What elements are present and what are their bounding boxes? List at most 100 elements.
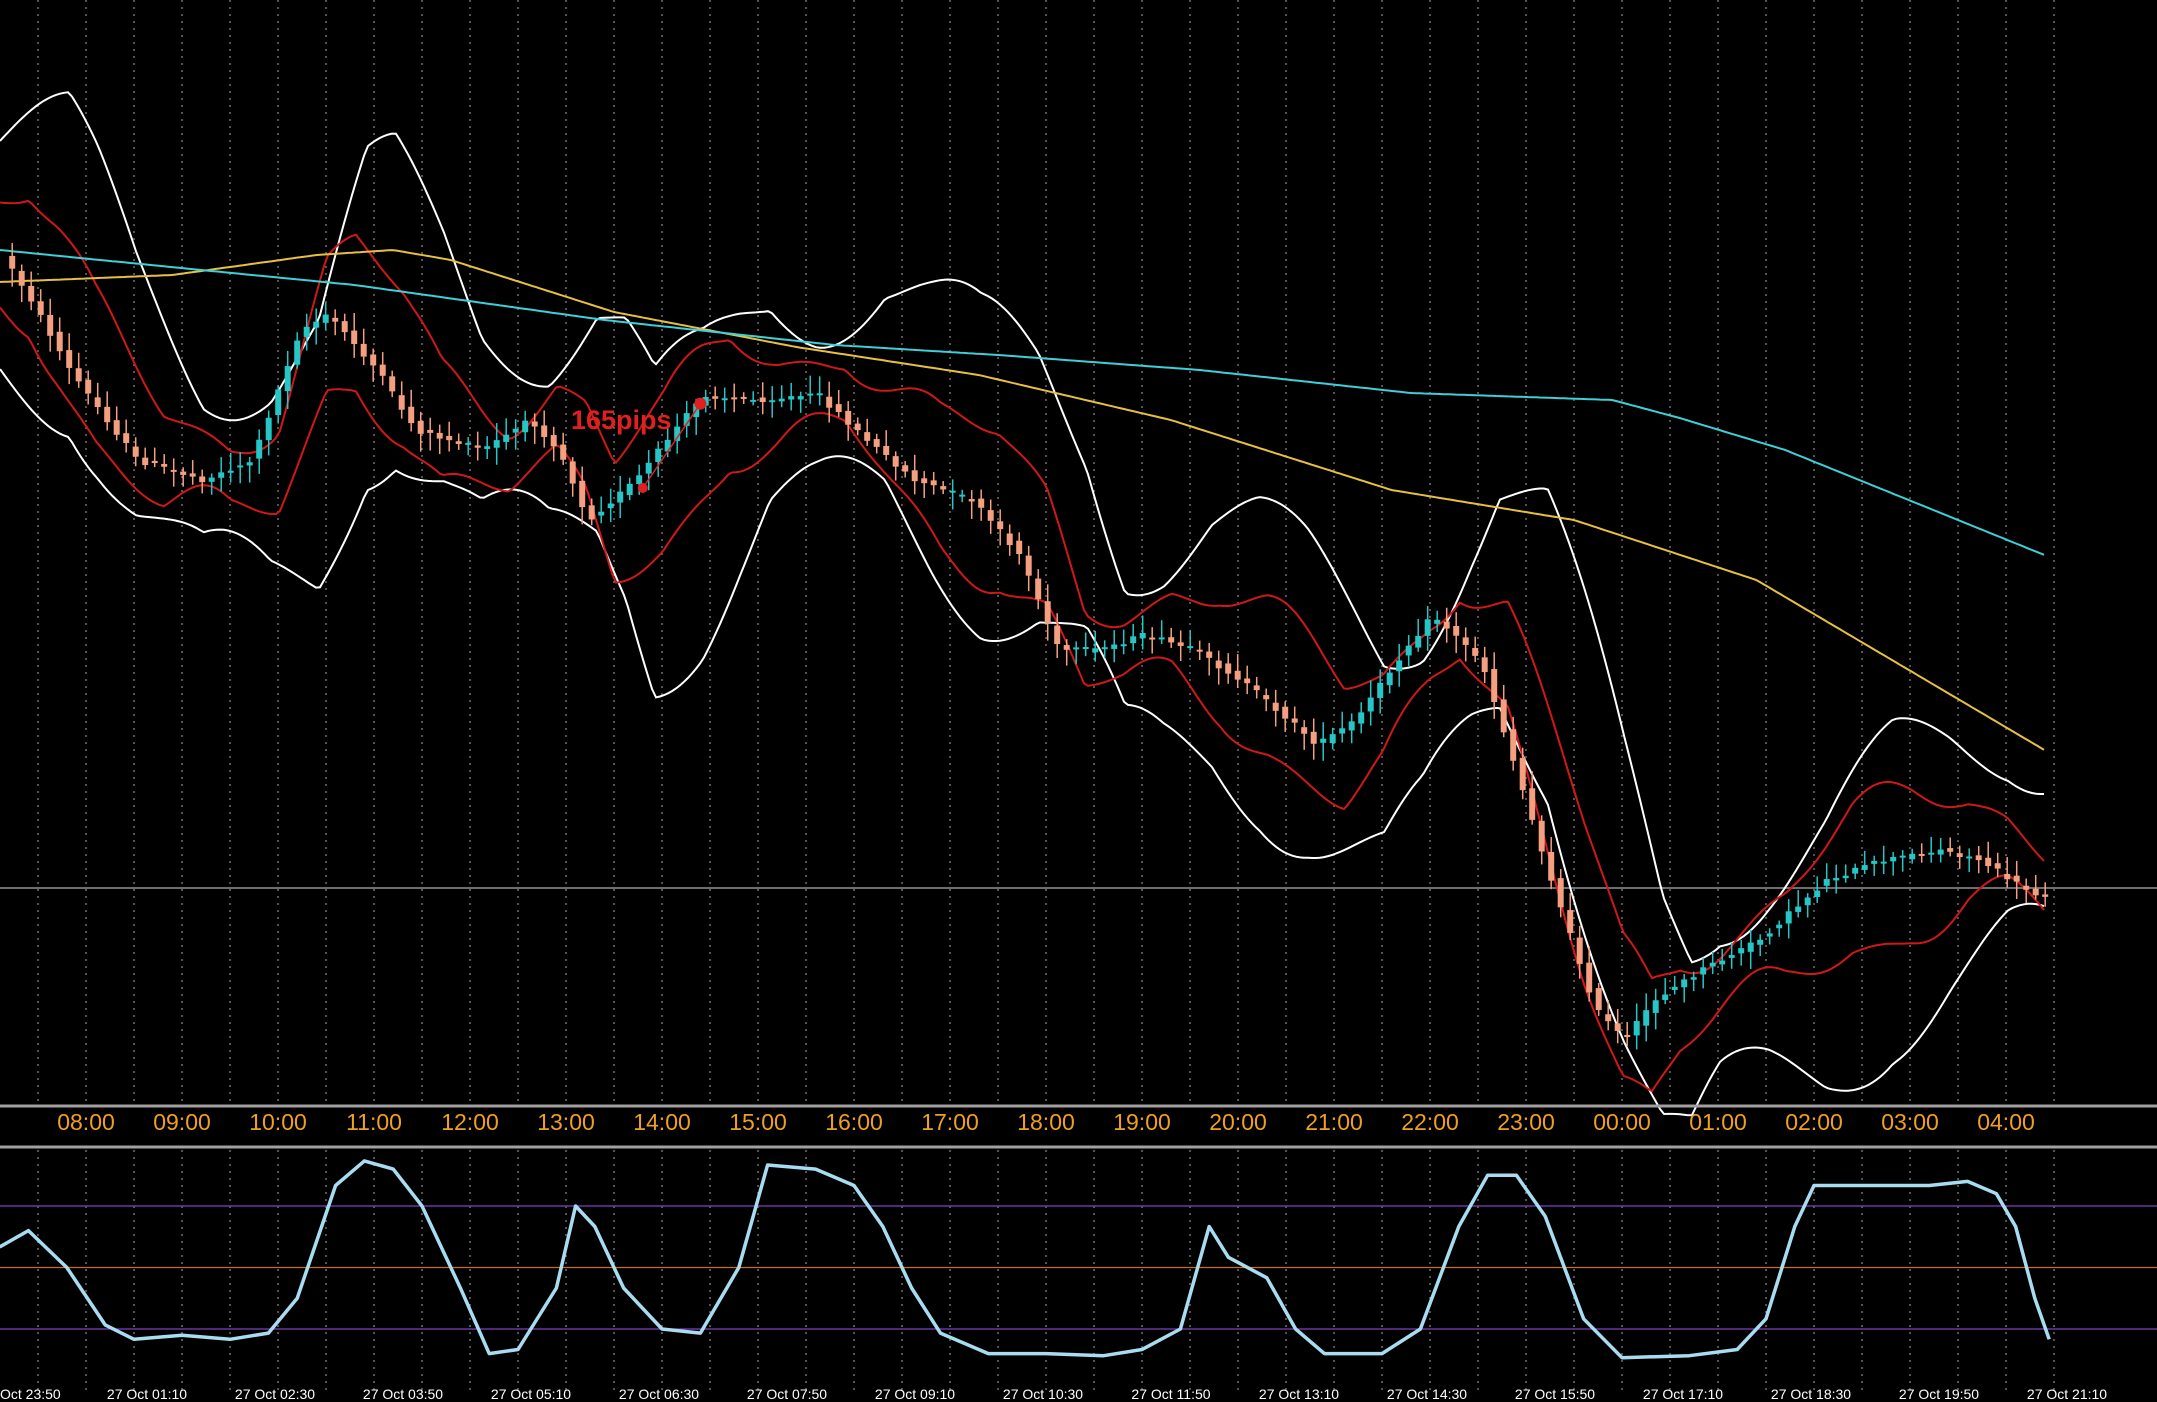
candle-body[interactable] bbox=[1206, 651, 1213, 658]
candle-body[interactable] bbox=[579, 480, 586, 508]
candle-body[interactable] bbox=[465, 442, 472, 445]
candle-body[interactable] bbox=[256, 439, 263, 459]
candle-body[interactable] bbox=[531, 421, 538, 427]
candle-body[interactable] bbox=[598, 511, 605, 516]
candle-body[interactable] bbox=[712, 396, 719, 399]
candle-body[interactable] bbox=[636, 475, 643, 484]
candle-body[interactable] bbox=[123, 433, 130, 443]
candle-body[interactable] bbox=[1861, 865, 1868, 870]
candle-body[interactable] bbox=[731, 397, 738, 400]
candle-body[interactable] bbox=[170, 469, 177, 472]
candle-body[interactable] bbox=[845, 410, 852, 425]
candle-body[interactable] bbox=[1234, 670, 1241, 680]
candle-body[interactable] bbox=[1624, 1034, 1631, 1037]
candle-body[interactable] bbox=[1329, 734, 1336, 744]
candle-body[interactable] bbox=[864, 432, 871, 441]
candle-body[interactable] bbox=[626, 483, 633, 496]
candle-body[interactable] bbox=[1928, 852, 1935, 855]
candle-body[interactable] bbox=[389, 376, 396, 392]
candle-body[interactable] bbox=[854, 423, 861, 431]
candle-body[interactable] bbox=[1510, 729, 1517, 761]
candle-body[interactable] bbox=[997, 521, 1004, 530]
candle-body[interactable] bbox=[408, 406, 415, 424]
candle-body[interactable] bbox=[370, 354, 377, 366]
candle-body[interactable] bbox=[873, 439, 880, 447]
candle-body[interactable] bbox=[759, 397, 766, 403]
candle-body[interactable] bbox=[1956, 853, 1963, 858]
candle-body[interactable] bbox=[47, 315, 54, 336]
candle-body[interactable] bbox=[683, 413, 690, 426]
pips-end-marker[interactable] bbox=[694, 397, 707, 410]
candle-body[interactable] bbox=[1814, 890, 1821, 898]
candle-body[interactable] bbox=[1472, 647, 1479, 656]
candle-body[interactable] bbox=[1405, 645, 1412, 656]
candle-body[interactable] bbox=[208, 477, 215, 482]
candle-body[interactable] bbox=[1301, 727, 1308, 734]
candle-body[interactable] bbox=[617, 491, 624, 503]
candle-body[interactable] bbox=[322, 314, 329, 323]
candle-body[interactable] bbox=[94, 397, 101, 408]
oscillator-panel[interactable] bbox=[0, 1159, 2157, 1360]
candle-body[interactable] bbox=[1101, 647, 1108, 650]
candle-body[interactable] bbox=[1757, 939, 1764, 945]
candle-body[interactable] bbox=[921, 478, 928, 484]
candle-body[interactable] bbox=[455, 441, 462, 444]
candle-body[interactable] bbox=[664, 439, 671, 452]
candle-body[interactable] bbox=[1576, 937, 1583, 964]
candle-body[interactable] bbox=[1909, 853, 1916, 860]
candle-body[interactable] bbox=[9, 255, 16, 269]
candle-body[interactable] bbox=[104, 406, 111, 423]
candle-body[interactable] bbox=[1538, 820, 1545, 852]
candle-body[interactable] bbox=[550, 435, 557, 447]
candle-body[interactable] bbox=[2023, 885, 2030, 890]
candle-body[interactable] bbox=[1348, 721, 1355, 731]
candle-body[interactable] bbox=[1899, 855, 1906, 858]
candle-body[interactable] bbox=[930, 480, 937, 486]
candle-body[interactable] bbox=[959, 494, 966, 497]
candle-body[interactable] bbox=[1738, 948, 1745, 954]
candle-body[interactable] bbox=[284, 366, 291, 392]
candle-body[interactable] bbox=[1776, 924, 1783, 929]
candle-body[interactable] bbox=[1082, 647, 1089, 650]
candle-body[interactable] bbox=[892, 456, 899, 467]
candle-body[interactable] bbox=[360, 343, 367, 357]
candle-body[interactable] bbox=[484, 446, 491, 449]
candle-body[interactable] bbox=[588, 505, 595, 520]
candle-body[interactable] bbox=[1709, 962, 1716, 967]
candle-body[interactable] bbox=[816, 393, 823, 396]
candle-body[interactable] bbox=[1529, 788, 1536, 820]
candle-body[interactable] bbox=[1586, 962, 1593, 993]
candle-body[interactable] bbox=[569, 461, 576, 484]
candle-body[interactable] bbox=[968, 499, 975, 502]
candle-body[interactable] bbox=[807, 393, 814, 396]
candle-body[interactable] bbox=[1633, 1021, 1640, 1036]
candle-body[interactable] bbox=[1804, 897, 1811, 906]
candle-body[interactable] bbox=[417, 420, 424, 434]
candle-body[interactable] bbox=[1462, 637, 1469, 645]
candle-body[interactable] bbox=[332, 317, 339, 322]
candle-body[interactable] bbox=[1785, 911, 1792, 924]
candle-body[interactable] bbox=[740, 396, 747, 399]
candle-body[interactable] bbox=[341, 321, 348, 333]
candle-body[interactable] bbox=[246, 462, 253, 466]
pips-start-marker[interactable] bbox=[637, 483, 648, 493]
candle-body[interactable] bbox=[503, 434, 510, 442]
candle-body[interactable] bbox=[1367, 697, 1374, 712]
candle-body[interactable] bbox=[1491, 669, 1498, 702]
candle-body[interactable] bbox=[1035, 578, 1042, 600]
candle-body[interactable] bbox=[1054, 625, 1061, 645]
candle-body[interactable] bbox=[1947, 848, 1954, 852]
candle-body[interactable] bbox=[1025, 555, 1032, 576]
candle-body[interactable] bbox=[911, 470, 918, 482]
candle-body[interactable] bbox=[541, 425, 548, 438]
candle-body[interactable] bbox=[1614, 1023, 1621, 1031]
candle-body[interactable] bbox=[1158, 637, 1165, 640]
candle-body[interactable] bbox=[1016, 540, 1023, 554]
candle-body[interactable] bbox=[1690, 977, 1697, 980]
candle-body[interactable] bbox=[1396, 660, 1403, 672]
candle-body[interactable] bbox=[1168, 637, 1175, 643]
candle-body[interactable] bbox=[645, 462, 652, 474]
candle-body[interactable] bbox=[265, 417, 272, 441]
candle-body[interactable] bbox=[1291, 718, 1298, 723]
candle-body[interactable] bbox=[1852, 867, 1859, 874]
